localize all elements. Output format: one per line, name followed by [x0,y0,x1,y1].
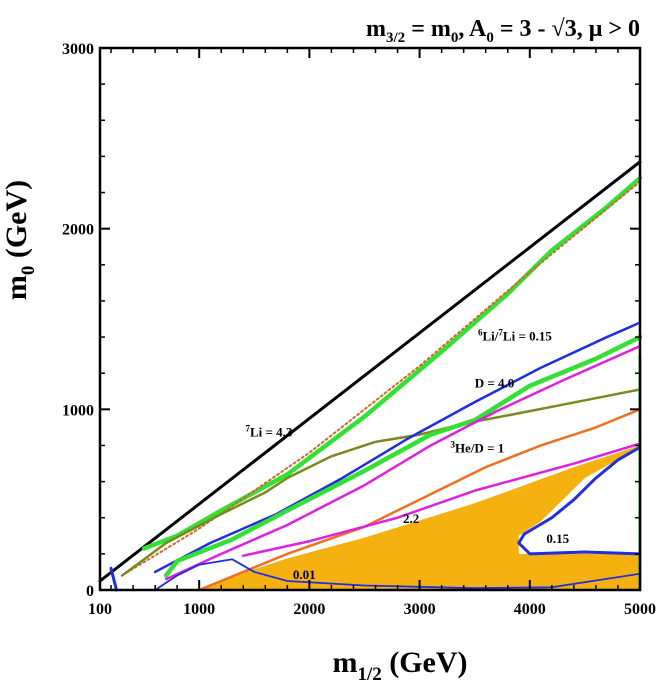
x-tick-label: 2000 [293,601,325,618]
li7-label: 7Li = 4.3 [245,423,292,439]
series-dotted-brown [121,180,641,577]
series-magenta-d [164,344,642,581]
y-tick-label: 2000 [62,222,94,239]
series-li6-li7-blue [153,321,642,574]
x-tick-label: 100 [88,601,112,618]
series-boundary-diagonal [98,160,642,583]
series-magenta-2-2 [242,442,642,557]
label-0-01: 0.01 [293,567,316,582]
li6-li7-label: 6Li/7Li = 0.15 [478,328,552,344]
series-olive-upper [120,388,642,577]
plot-frame [98,46,642,592]
series-green-lower [163,334,643,578]
x-tick-label: 1000 [183,601,215,618]
y-tick-label: 0 [86,583,94,600]
annotation-layer: 7Li = 4.3 6Li/7Li = 0.15 D = 4.0 3He/D = 1 2… [245,328,569,582]
x-tick-label: 5000 [624,601,656,618]
series-blue-0-15 [517,445,642,556]
label-2-2: 2.2 [403,511,419,526]
y-tick-label: 3000 [62,41,94,58]
x-tick-label: 4000 [514,601,546,618]
x-tick-label: 3000 [404,601,436,618]
he3-d-label: 3He/D = 1 [450,440,504,456]
chart-title: m3/2 = m0, A0 = 3 - √3, μ > 0 [366,16,640,46]
series-blue-0-01 [154,558,641,591]
d-label: D = 4.0 [475,376,515,391]
label-0-15: 0.15 [546,531,569,546]
series-orange-he3 [197,408,642,592]
y-tick-label: 1000 [62,402,94,419]
tick-layer: 100 1000 2000 3000 4000 5000 0 1000 2000 3000 [62,41,656,618]
x-axis-title: m1/2 (GeV) [332,646,467,685]
series-layer [98,160,643,592]
series-blue-small-spur [109,566,119,592]
plot-border [98,46,642,592]
y-axis-title: m0 (GeV) [0,180,39,300]
series-green-upper [141,175,643,551]
